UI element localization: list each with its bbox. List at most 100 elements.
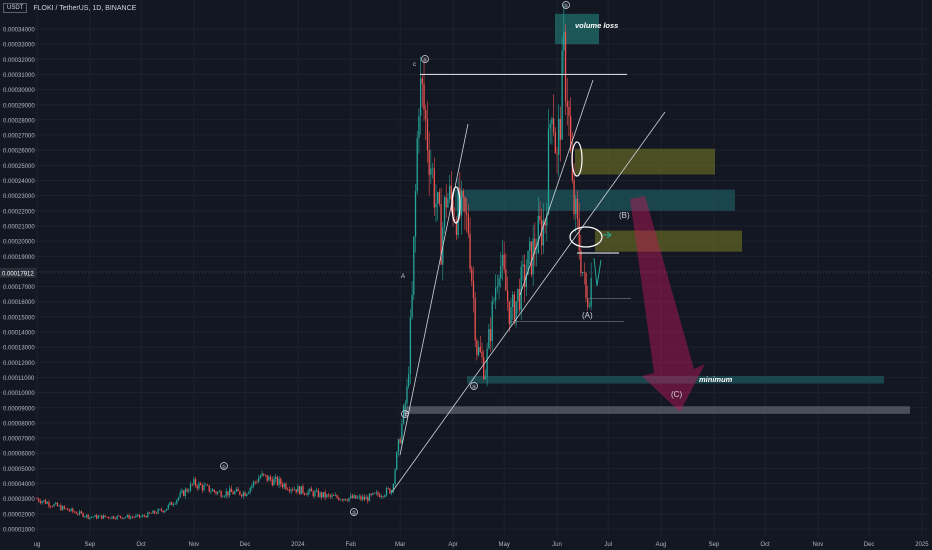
candle-body xyxy=(493,300,495,302)
candle-body xyxy=(171,502,173,506)
candle-body xyxy=(365,497,367,500)
candle-body xyxy=(314,491,316,497)
candle-body xyxy=(271,479,273,486)
candle-body xyxy=(111,516,113,519)
time-tick-label: Dec xyxy=(240,542,251,548)
price-tick-label: 0.00022000 xyxy=(3,209,35,215)
candle-body xyxy=(556,153,558,155)
candle-body xyxy=(230,488,233,493)
price-tick-label: 0.00013000 xyxy=(3,346,35,352)
candle-body xyxy=(455,220,458,235)
price-tick-label: 0.00011000 xyxy=(3,376,35,382)
candle-body xyxy=(46,502,48,504)
uptrend-line xyxy=(391,111,666,493)
candle-body xyxy=(263,473,265,475)
candle-body xyxy=(174,503,176,505)
candle-body xyxy=(65,508,67,509)
symbol-title[interactable]: FLOKI / TetherUS, 1D, BINANCE xyxy=(33,4,137,12)
candle-body xyxy=(133,517,135,518)
candle-body xyxy=(208,485,210,492)
candle-body xyxy=(104,515,106,517)
candle-body xyxy=(580,250,582,274)
candle-body xyxy=(466,212,468,215)
candle-body xyxy=(36,498,38,500)
price-tick-label: 0.00024000 xyxy=(3,179,35,185)
candle-body xyxy=(525,274,527,288)
wave-marker-circle xyxy=(220,462,228,470)
candle-body xyxy=(537,215,539,253)
candle-body xyxy=(223,496,226,497)
candle-body xyxy=(503,254,505,270)
candle-body xyxy=(222,496,224,498)
unit-badge[interactable]: USDT xyxy=(3,3,28,13)
candle-body xyxy=(256,481,258,483)
candle-body xyxy=(576,198,579,219)
candle-body xyxy=(406,386,408,404)
candle-body xyxy=(159,509,161,510)
candle-body xyxy=(348,497,350,501)
candle-body xyxy=(384,495,386,497)
candle-body xyxy=(150,513,152,514)
teal-zone xyxy=(455,189,735,211)
price-tick-label: 0.00029000 xyxy=(3,103,35,109)
candle-body xyxy=(268,476,270,481)
candle-body xyxy=(585,273,587,299)
candle-body xyxy=(118,515,120,517)
candle-body xyxy=(138,514,140,518)
candle-body xyxy=(179,492,181,498)
candle-body xyxy=(568,106,570,117)
candle-body xyxy=(343,498,345,501)
candle-body xyxy=(246,493,248,497)
candle-body xyxy=(317,490,319,497)
candle-body xyxy=(590,278,592,307)
candle-body xyxy=(203,485,205,491)
candle-body xyxy=(286,489,289,490)
candle-body xyxy=(350,495,352,498)
candle-body xyxy=(278,478,280,485)
candle-body xyxy=(445,197,447,208)
candle-body xyxy=(382,496,384,497)
candle-body xyxy=(336,495,338,498)
time-axis[interactable]: ug Sep Oct Nov Dec 2024 Feb Mar Apr May Jun Jul Aug S… xyxy=(34,542,930,548)
price-tick-label: 0.00030000 xyxy=(3,88,35,94)
minimum-zone xyxy=(467,375,884,384)
candle-body xyxy=(419,78,422,116)
candle-body xyxy=(312,491,314,497)
teal-projection xyxy=(593,257,602,287)
candle-body xyxy=(380,496,383,498)
candle-body xyxy=(547,128,550,215)
candle-body xyxy=(41,501,43,503)
price-tick-label: 0.00006000 xyxy=(3,452,35,458)
candle-body xyxy=(428,149,430,175)
wave-marker-circle xyxy=(562,1,570,9)
candle-body xyxy=(61,506,64,511)
price-axis[interactable]: 0.00034000 0.00033000 0.00032000 0.00031000… xyxy=(0,28,36,534)
candle-body xyxy=(210,491,212,492)
candle-body xyxy=(535,252,538,254)
candle-body xyxy=(558,118,560,155)
candle-body xyxy=(285,483,287,490)
candle-body xyxy=(237,488,239,492)
candle-body xyxy=(474,298,476,341)
candle-body xyxy=(408,374,410,387)
candle-body xyxy=(227,491,229,496)
candle-body xyxy=(506,290,509,302)
candle-body xyxy=(477,346,480,356)
candle-body xyxy=(67,508,69,511)
candle-body xyxy=(300,486,302,495)
candle-body xyxy=(283,483,285,488)
candle-body xyxy=(510,307,512,325)
candle-body xyxy=(181,490,183,493)
wave-marker-label: ④ xyxy=(472,383,477,390)
candle-body xyxy=(322,492,325,498)
price-tick-label: 0.00014000 xyxy=(3,331,35,337)
candle-body xyxy=(418,115,420,139)
candle-body xyxy=(193,479,195,485)
candle-body xyxy=(454,219,456,221)
candle-body xyxy=(396,452,398,470)
candle-body xyxy=(198,483,200,489)
candle-body xyxy=(273,478,275,486)
candle-body xyxy=(266,475,268,481)
wave-marker-label: ⑤ xyxy=(564,2,569,9)
